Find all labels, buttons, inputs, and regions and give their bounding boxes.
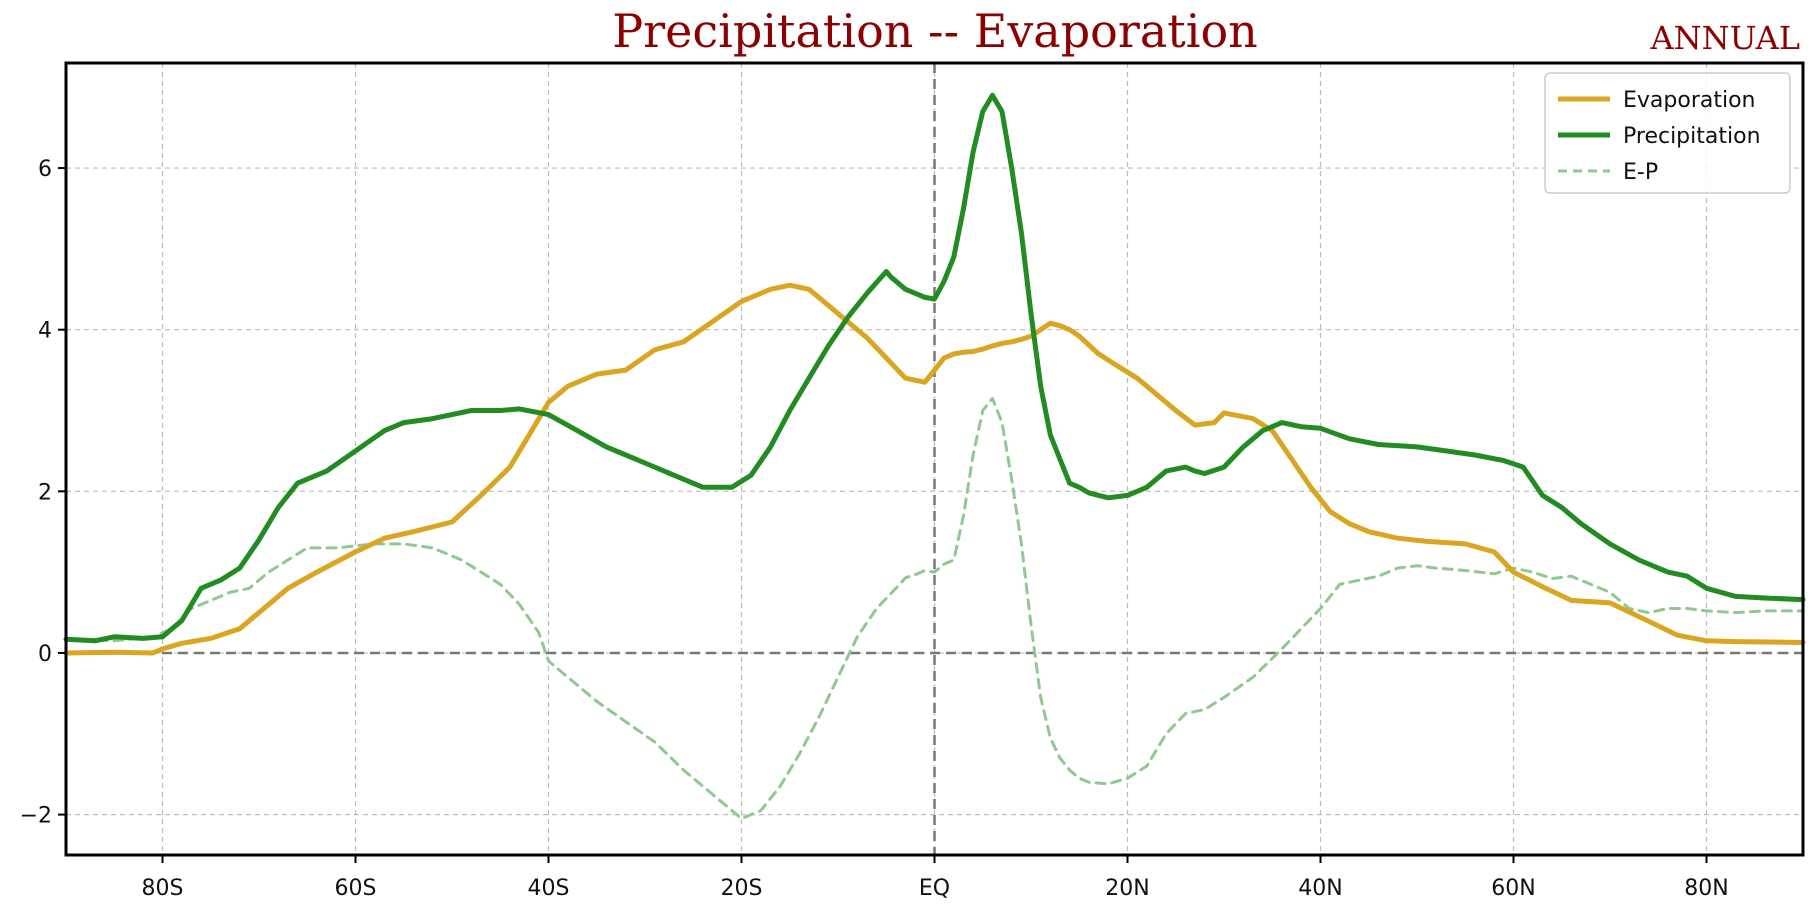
legend-label: Precipitation	[1623, 124, 1761, 149]
x-tick-label: 80N	[1684, 876, 1728, 901]
y-tick-label: 2	[38, 480, 52, 505]
y-tick-label: 0	[38, 642, 52, 667]
legend: Evaporation Precipitation E-P	[1544, 72, 1791, 194]
legend-label: E-P	[1623, 160, 1658, 185]
chart-subtitle: ANNUAL	[1650, 19, 1800, 57]
x-tick-label: 80S	[142, 876, 184, 901]
series-line-precipitation	[63, 92, 1806, 644]
x-tick-label: EQ	[919, 876, 950, 901]
legend-label: Evaporation	[1623, 88, 1756, 113]
series-line-e-p	[64, 396, 1805, 821]
chart-title: Precipitation -- Evaporation	[612, 4, 1258, 58]
x-axis-ticks: 80S 60S 40S 20S EQ 20N 40N 60N 80N	[142, 855, 1729, 901]
y-tick-label: −2	[20, 804, 52, 829]
x-tick-label: 60N	[1491, 876, 1535, 901]
reference-lines	[66, 63, 1803, 855]
x-tick-label: 60S	[335, 876, 377, 901]
series-lines	[63, 92, 1806, 821]
gridlines	[66, 63, 1803, 855]
legend-items: Evaporation Precipitation E-P	[1558, 88, 1761, 185]
x-tick-label: 40N	[1298, 876, 1342, 901]
legend-box	[1544, 72, 1791, 194]
y-tick-label: 4	[38, 319, 52, 344]
series-line-evaporation	[63, 282, 1806, 656]
x-tick-label: 40S	[528, 876, 570, 901]
x-tick-label: 20N	[1105, 876, 1149, 901]
y-tick-label: 6	[38, 157, 52, 182]
x-tick-label: 20S	[721, 876, 763, 901]
y-axis-ticks: −2 0 2 4 6	[20, 157, 66, 829]
